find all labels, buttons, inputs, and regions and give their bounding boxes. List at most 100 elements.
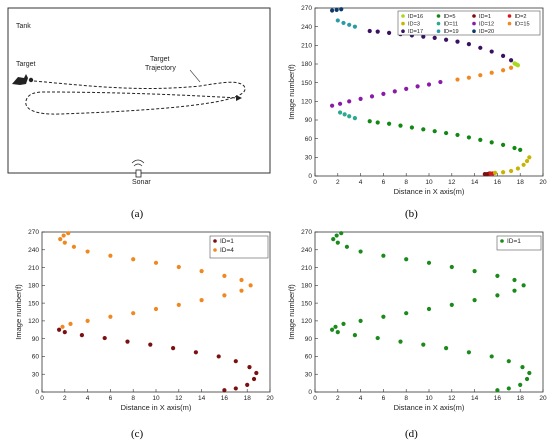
data-point [404,257,409,262]
legend-label: ID=19 [444,29,459,35]
data-point [352,333,357,338]
data-point [478,73,483,78]
y-tick-label: 90 [305,117,313,124]
y-tick-label: 90 [32,336,40,343]
data-point [455,39,460,44]
y-tick-label: 120 [301,318,312,325]
data-point [337,110,343,115]
data-point [57,327,62,332]
y-tick-label: 180 [301,283,312,290]
legend-marker [401,21,405,26]
x-tick-label: 6 [109,395,113,402]
data-point [66,231,71,236]
data-point [62,240,67,245]
legend-label: ID=1 [479,14,491,20]
data-point [478,45,483,50]
data-point [421,127,426,132]
chart-d: 0 2 4 6 8 10 12 14 16 18 20 0 30 60 90 120 150 180 210 240 2… [287,229,547,412]
data-point [398,123,403,128]
trajectory-leader-line [189,69,201,83]
target-label: Target [16,61,36,68]
y-tick-label: 240 [301,24,312,31]
data-point [426,306,432,312]
data-point [347,99,352,104]
data-point [455,132,460,138]
data-point [495,388,500,393]
data-point [512,277,517,283]
x-tick-label: 2 [336,179,340,186]
data-point [330,103,335,108]
y-tick-label: 180 [28,283,39,290]
data-point [176,264,181,270]
data-point [409,125,414,130]
data-point [347,114,352,119]
data-point [421,342,426,347]
legend-label: ID=16 [408,14,423,20]
data-point [520,365,525,370]
data-point [62,330,67,335]
data-point [330,8,335,13]
data-point [216,354,221,359]
trajectory-arrowhead [236,95,242,101]
data-point [248,283,253,288]
data-point [352,24,357,29]
data-point [358,249,363,254]
data-point [222,293,227,298]
legend-marker [436,21,441,26]
legend-marker [472,14,476,18]
data-point [515,63,521,68]
data-point [521,283,526,288]
y-tick-label: 30 [32,371,40,378]
data-point [501,68,506,73]
data-point [108,314,113,319]
y-tick-label: 150 [301,80,312,87]
y-tick-label: 240 [28,247,39,254]
data-point [404,86,409,91]
data-point [506,359,511,364]
data-point [239,277,244,283]
data-point [239,288,244,293]
x-tick-label: 18 [244,395,252,402]
data-point [341,20,346,26]
x-tick-label: 20 [266,395,274,402]
data-point [444,130,449,136]
data-point [108,253,113,258]
data-point [79,333,84,338]
legend-marker [436,14,441,18]
sonar-icon [131,159,145,178]
data-point [426,260,432,265]
data-point [493,170,498,175]
legend-box [209,235,269,259]
caption-b: (b) [405,208,418,220]
x-tick-label: 14 [471,395,479,402]
data-point [392,89,397,94]
data-point [472,298,477,303]
data-point [524,158,530,164]
x-tick-label: 10 [152,395,160,402]
x-tick-label: 2 [336,395,340,402]
trajectory-label-line1: Target [150,56,170,63]
y-tick-label: 90 [305,336,313,343]
plot-frame [314,231,544,393]
data-point [58,237,63,242]
legend-box [397,10,541,36]
data-point [449,264,454,270]
y-tick-label: 180 [301,61,312,68]
x-tick-label: 16 [494,179,502,186]
x-tick-label: 8 [131,395,135,402]
x-tick-label: 0 [313,179,317,186]
legend-label: ID=3 [408,22,420,28]
y-tick-label: 150 [28,300,39,307]
data-point [245,382,250,387]
data-point [444,346,449,351]
data-point [415,84,420,89]
data-point [512,288,517,293]
data-point [369,94,375,99]
chart-b: 0 2 4 6 8 10 12 14 16 18 20 0 30 60 90 120 150 180 210 240 2… [287,5,547,196]
legend-label: ID=12 [479,22,494,28]
y-tick-label: 210 [301,265,312,272]
legend-marker [472,29,476,33]
data-point [527,370,532,376]
data-point [466,350,471,355]
